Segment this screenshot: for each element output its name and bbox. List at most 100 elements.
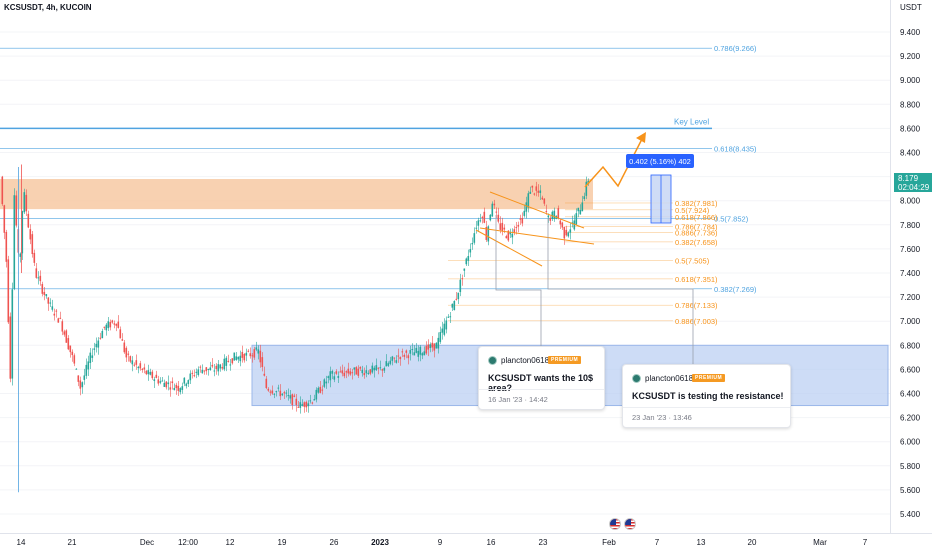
candle-body xyxy=(431,342,434,348)
candle-body xyxy=(389,360,392,364)
candle-body xyxy=(559,220,562,225)
candle-body xyxy=(543,198,546,204)
candle-body xyxy=(159,381,162,383)
channel-upper-line xyxy=(489,191,585,229)
fib-blue-label: 0.382(7.269) xyxy=(714,285,757,294)
candle-body xyxy=(75,368,78,370)
candle-body xyxy=(295,398,298,406)
candle-body xyxy=(575,213,578,225)
candle-body xyxy=(53,313,56,316)
channel-lower-line xyxy=(479,227,595,245)
candle-body xyxy=(331,370,334,374)
candle-body xyxy=(245,352,248,356)
candle-body xyxy=(581,202,584,212)
idea-connector xyxy=(495,215,542,346)
y-tick-label: 6.200 xyxy=(900,414,921,423)
idea-card[interactable]: plancton0618 PREMIUM KCSUSDT is testing … xyxy=(622,364,791,428)
candle-body xyxy=(277,387,280,389)
idea-author[interactable]: plancton0618 xyxy=(645,374,694,383)
candle-body xyxy=(69,345,72,353)
candle-body xyxy=(1,176,4,205)
candle-body xyxy=(33,252,36,263)
candle-body xyxy=(383,367,386,371)
candle-body xyxy=(107,321,110,329)
candle-body xyxy=(155,374,158,378)
symbol-title: KCSUSDT, 4h, KUCOIN xyxy=(4,3,92,12)
candle-body xyxy=(195,371,198,373)
last-price-tag: 8.179 02:04:29 xyxy=(894,173,932,192)
candle-body xyxy=(437,337,440,349)
y-tick-label: 9.400 xyxy=(900,28,921,37)
candle-body xyxy=(367,372,370,374)
candle-body xyxy=(325,381,328,384)
candle-body xyxy=(243,354,246,361)
candle-body xyxy=(303,402,306,407)
candle-body xyxy=(145,370,148,375)
x-tick-label: 13 xyxy=(697,538,706,547)
candle-body xyxy=(573,220,576,230)
candle-body xyxy=(249,353,252,357)
fib-orange-label: 0.618(7.866) xyxy=(675,213,718,222)
idea-author[interactable]: plancton0618 xyxy=(501,356,550,365)
candle-body xyxy=(549,217,552,221)
candle-body xyxy=(35,268,38,278)
candle-body xyxy=(305,401,308,408)
x-tick-label: 23 xyxy=(539,538,548,547)
candle-body xyxy=(347,368,350,374)
candle-body xyxy=(91,355,94,358)
candle-body xyxy=(459,279,462,293)
y-tick-label: 6.800 xyxy=(900,341,921,350)
us-flag-icon[interactable] xyxy=(624,518,636,530)
candle-body xyxy=(135,360,138,365)
candle-body xyxy=(83,375,86,380)
candle-body xyxy=(239,355,242,362)
candle-body xyxy=(181,386,184,390)
candle-body xyxy=(495,211,498,213)
time-axis: 14 21 Dec 12:00 12 19 26 2023 9 16 23 Feb 7 13 20 Mar 7 xyxy=(0,533,932,547)
candle-body xyxy=(21,211,24,254)
candle-body xyxy=(519,218,522,220)
candle-body xyxy=(309,400,312,402)
candle-body xyxy=(319,386,322,393)
candle-body xyxy=(113,323,116,325)
candle-body xyxy=(281,393,284,396)
x-tick-label: 9 xyxy=(438,538,443,547)
chart-grid xyxy=(0,31,890,515)
candle-body xyxy=(253,349,256,358)
candle-body xyxy=(489,214,492,221)
candle-body xyxy=(15,195,18,226)
candle-body xyxy=(421,353,424,356)
candle-body xyxy=(499,223,502,230)
card-divider xyxy=(479,389,604,390)
idea-title[interactable]: KCSUSDT is testing the resistance! xyxy=(632,391,784,401)
candle-body xyxy=(201,369,204,374)
candle-body xyxy=(259,350,262,363)
idea-title[interactable]: KCSUSDT wants the 10$ area? xyxy=(488,373,594,393)
candle-body xyxy=(419,346,422,355)
candle-body xyxy=(345,371,348,373)
candle-body xyxy=(503,227,506,230)
candle-body xyxy=(333,376,336,380)
candle-body xyxy=(119,329,122,339)
candle-body xyxy=(323,379,326,387)
candle-body xyxy=(307,403,310,407)
candle-body xyxy=(535,186,538,191)
candle-body xyxy=(531,185,534,188)
candle-body xyxy=(553,210,556,220)
candle-body xyxy=(85,364,88,376)
x-tick-label: 14 xyxy=(17,538,26,547)
candle-body xyxy=(123,342,126,353)
x-tick-label: 12 xyxy=(226,538,235,547)
candle-body xyxy=(9,316,12,379)
y-tick-label: 8.600 xyxy=(900,124,921,133)
candle-body xyxy=(215,365,218,370)
candle-body xyxy=(129,356,132,362)
us-flag-icon[interactable] xyxy=(609,518,621,530)
candle-body xyxy=(71,351,74,356)
candle-body xyxy=(391,356,394,361)
candle-body xyxy=(511,233,514,238)
candle-body xyxy=(523,210,526,216)
idea-card[interactable]: plancton0618 PREMIUM KCSUSDT wants the 1… xyxy=(478,346,605,410)
candle-body xyxy=(339,371,342,373)
